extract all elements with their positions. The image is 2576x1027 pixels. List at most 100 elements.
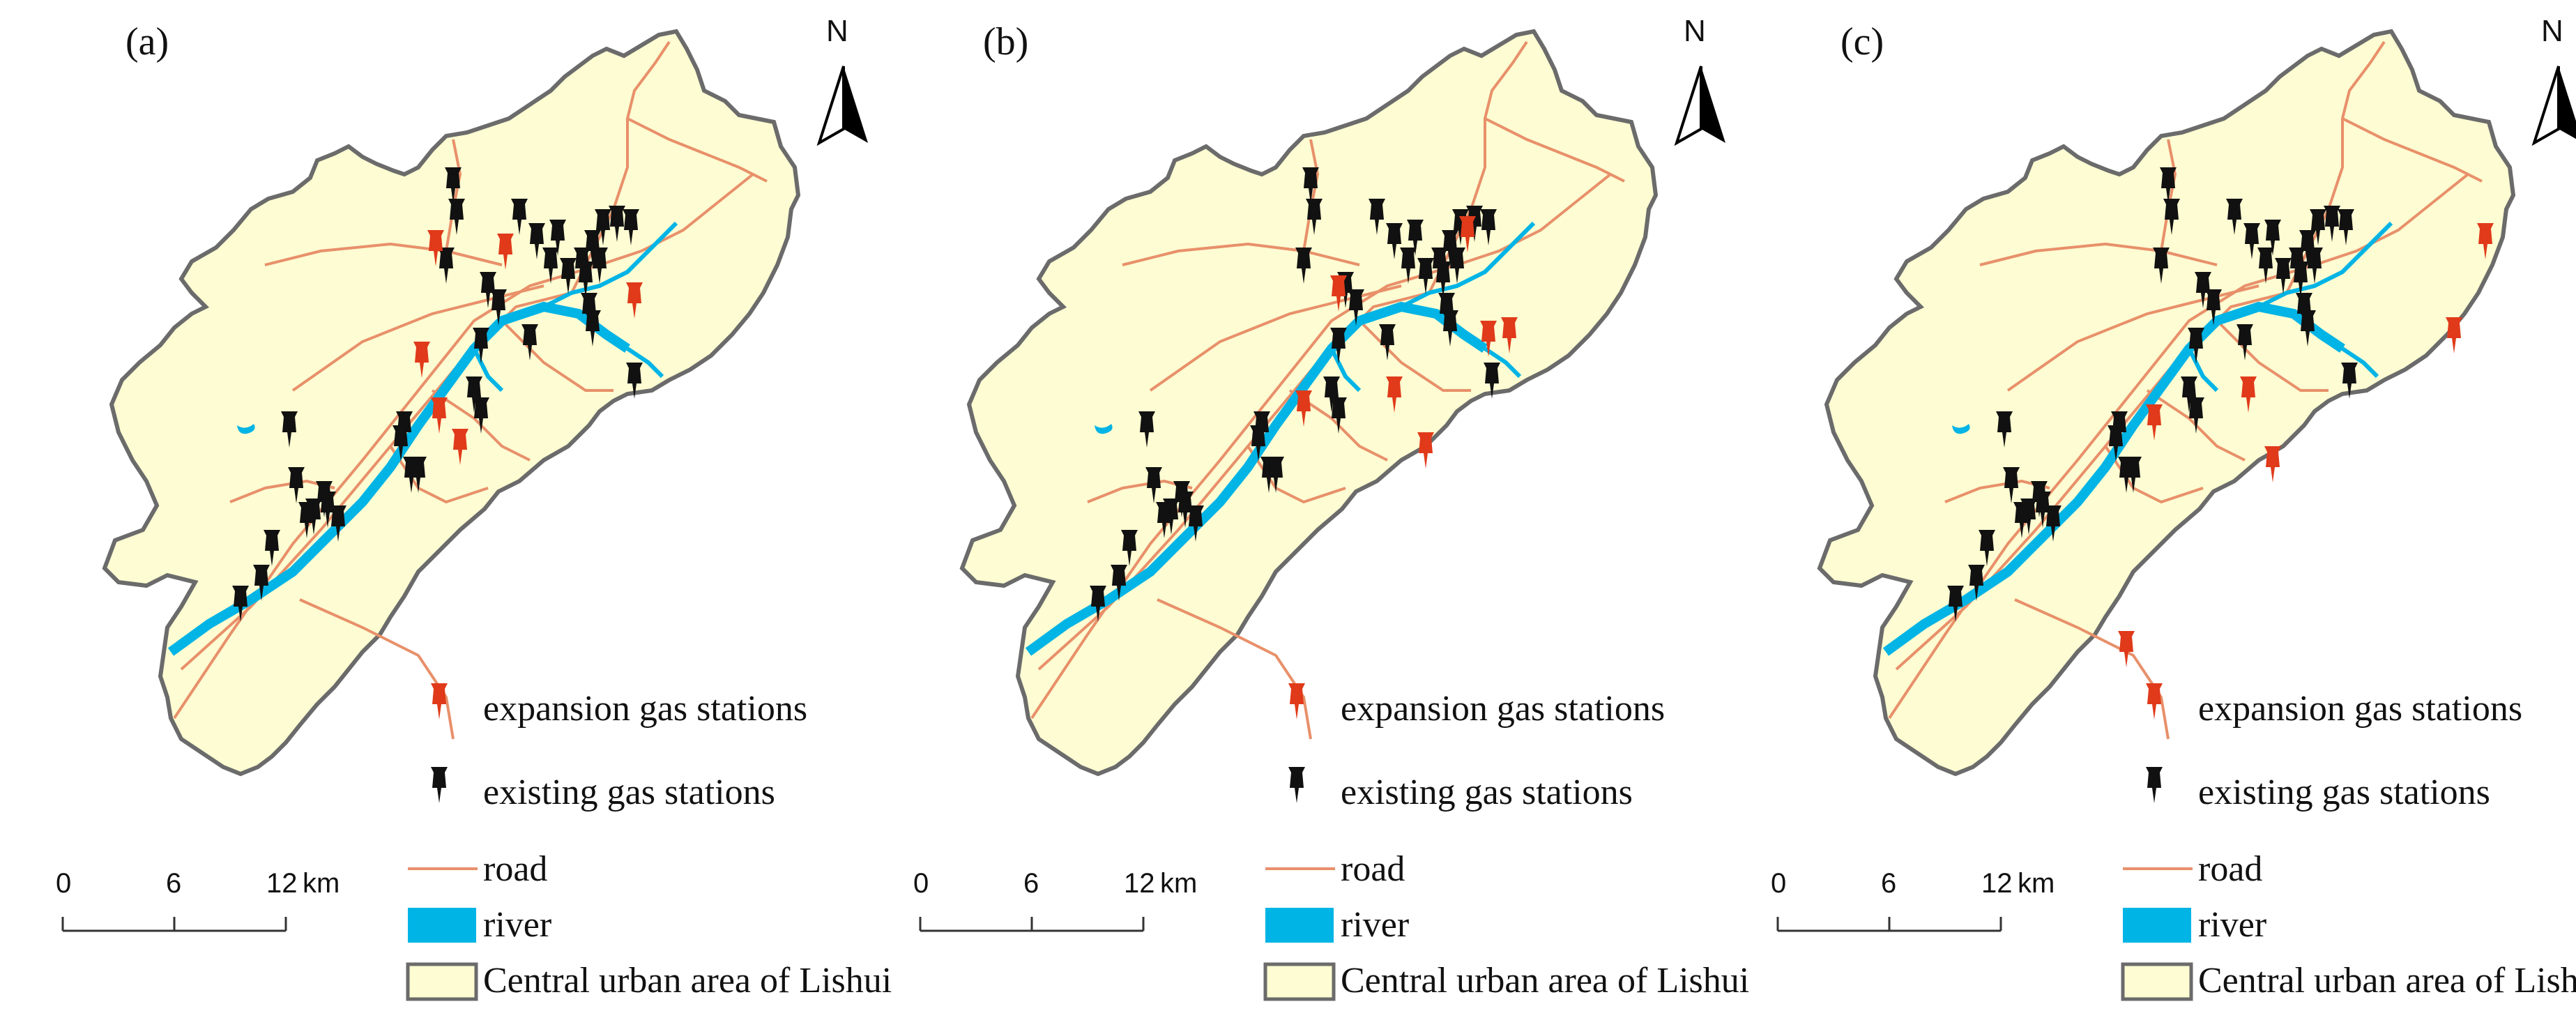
road [1979,242,2218,266]
existing-station-pin-icon [1330,397,1347,434]
legend-existing-symbol [1288,767,1305,803]
river-branch [1329,347,1362,393]
expansion-station-pin-icon [1417,432,1434,469]
existing-station-pin-icon [521,324,538,360]
legend-existing-label: existing gas stations [483,773,775,812]
existing-station-pin-icon [511,199,528,235]
river-branch [1400,221,1536,309]
existing-station-pin-icon [1177,492,1194,528]
existing-station-pin-icon [2163,199,2180,235]
existing-station-pin-icon [473,328,489,364]
existing-station-pin-icon [2034,492,2051,528]
scale-tick-label-12: 12 [266,868,298,899]
road [2314,173,2469,266]
existing-station-pin-icon [595,209,611,245]
road [1484,117,1625,183]
legend-area-label: Central urban area of Lishui [2198,961,2576,1001]
existing-station-pin-icon [480,272,496,308]
road [599,173,754,266]
legend-area-symbol [2121,962,2193,1001]
existing-station-pin-icon [2324,206,2340,242]
expansion-stations [413,230,643,465]
existing-station-pin-icon [1250,425,1267,462]
existing-station-pin-icon [1979,530,1995,566]
road [299,598,455,740]
map-canvas [61,29,868,1001]
existing-station-pin-icon [2299,310,2316,347]
scale-tick-label-0: 0 [913,868,929,899]
map-panel-2: (c) N expansion gas stations existing ga… [1715,0,2576,1027]
main-river [167,301,630,656]
existing-station-pin-icon [281,411,298,448]
existing-station-pin-icon [2188,397,2204,434]
road [2342,117,2483,183]
expansion-station-pin-icon [1501,317,1518,353]
scale-tick-label-12: 12 [1981,868,2013,899]
map-canvas [919,29,1725,1001]
existing-station-pin-icon [438,248,455,284]
existing-station-pin-icon [1947,586,1964,622]
road [1288,389,1388,462]
existing-station-pin-icon [609,206,625,242]
existing-station-pin-icon [560,258,577,294]
existing-station-pin-icon [1306,199,1323,235]
existing-station-pin-icon [1348,289,1364,326]
river-branch [2341,347,2379,379]
existing-station-pin-icon [330,505,346,542]
legend-area-label: Central urban area of Lishui [1341,961,1750,1001]
existing-station-pin-icon [393,425,409,462]
expansion-station-pin-icon [497,234,514,270]
river-branch [2187,347,2219,393]
existing-station-pin-icon [1435,261,1451,298]
existing-station-pin-icon [445,167,462,204]
road [2014,598,2170,740]
scale-unit: km [303,868,340,899]
legend-river-symbol [2123,908,2191,943]
existing-station-pin-icon [1996,411,2013,448]
existing-station-pin-icon [1302,167,1319,204]
existing-station-pin-icon [1484,363,1500,399]
north-arrow-right [844,66,868,143]
existing-station-pin-icon [1968,565,1985,601]
panel-label: (a) [125,20,169,63]
legend-expansion-symbol [1288,683,1305,720]
existing-station-pin-icon [298,502,315,538]
existing-stations [232,167,643,622]
existing-station-pin-icon [591,248,608,284]
lake [1095,424,1113,434]
north-arrow-icon [816,66,868,146]
existing-station-pin-icon [490,289,507,326]
expansion-stations [2118,223,2494,667]
expansion-station-pin-icon [431,397,448,434]
existing-station-pin-icon [1400,248,1417,284]
expansion-station-pin-icon [2264,446,2281,482]
existing-station-pin-icon [2338,209,2354,245]
road [1358,319,1471,392]
legend-expansion-symbol [431,683,448,720]
expansion-station-pin-icon [626,282,643,319]
black-pin-icon [431,767,448,803]
existing-station-pin-icon [264,530,280,566]
scale-bar [61,917,287,932]
existing-station-pin-icon [2160,167,2177,204]
road-network [1030,40,1625,740]
legend-river-label: river [1341,905,1410,945]
existing-station-pin-icon [1379,324,1396,360]
scale-bar-labels: 0 6 12 km [42,868,340,952]
main-river [1882,301,2345,656]
expansion-station-pin-icon [2146,404,2163,441]
black-pin-icon [1288,767,1305,803]
river-branch [1484,347,1522,379]
road [501,319,613,392]
existing-station-pin-icon [1156,502,1173,538]
existing-station-pin-icon [1121,530,1138,566]
road [1122,242,1360,266]
road [1456,173,1612,266]
road [1157,598,1312,740]
road [627,117,768,183]
existing-station-pin-icon [2195,272,2211,308]
north-label: N [2541,14,2563,48]
existing-station-pin-icon [1407,220,1424,256]
lake [237,424,255,434]
expansion-station-pin-icon [2446,317,2462,353]
